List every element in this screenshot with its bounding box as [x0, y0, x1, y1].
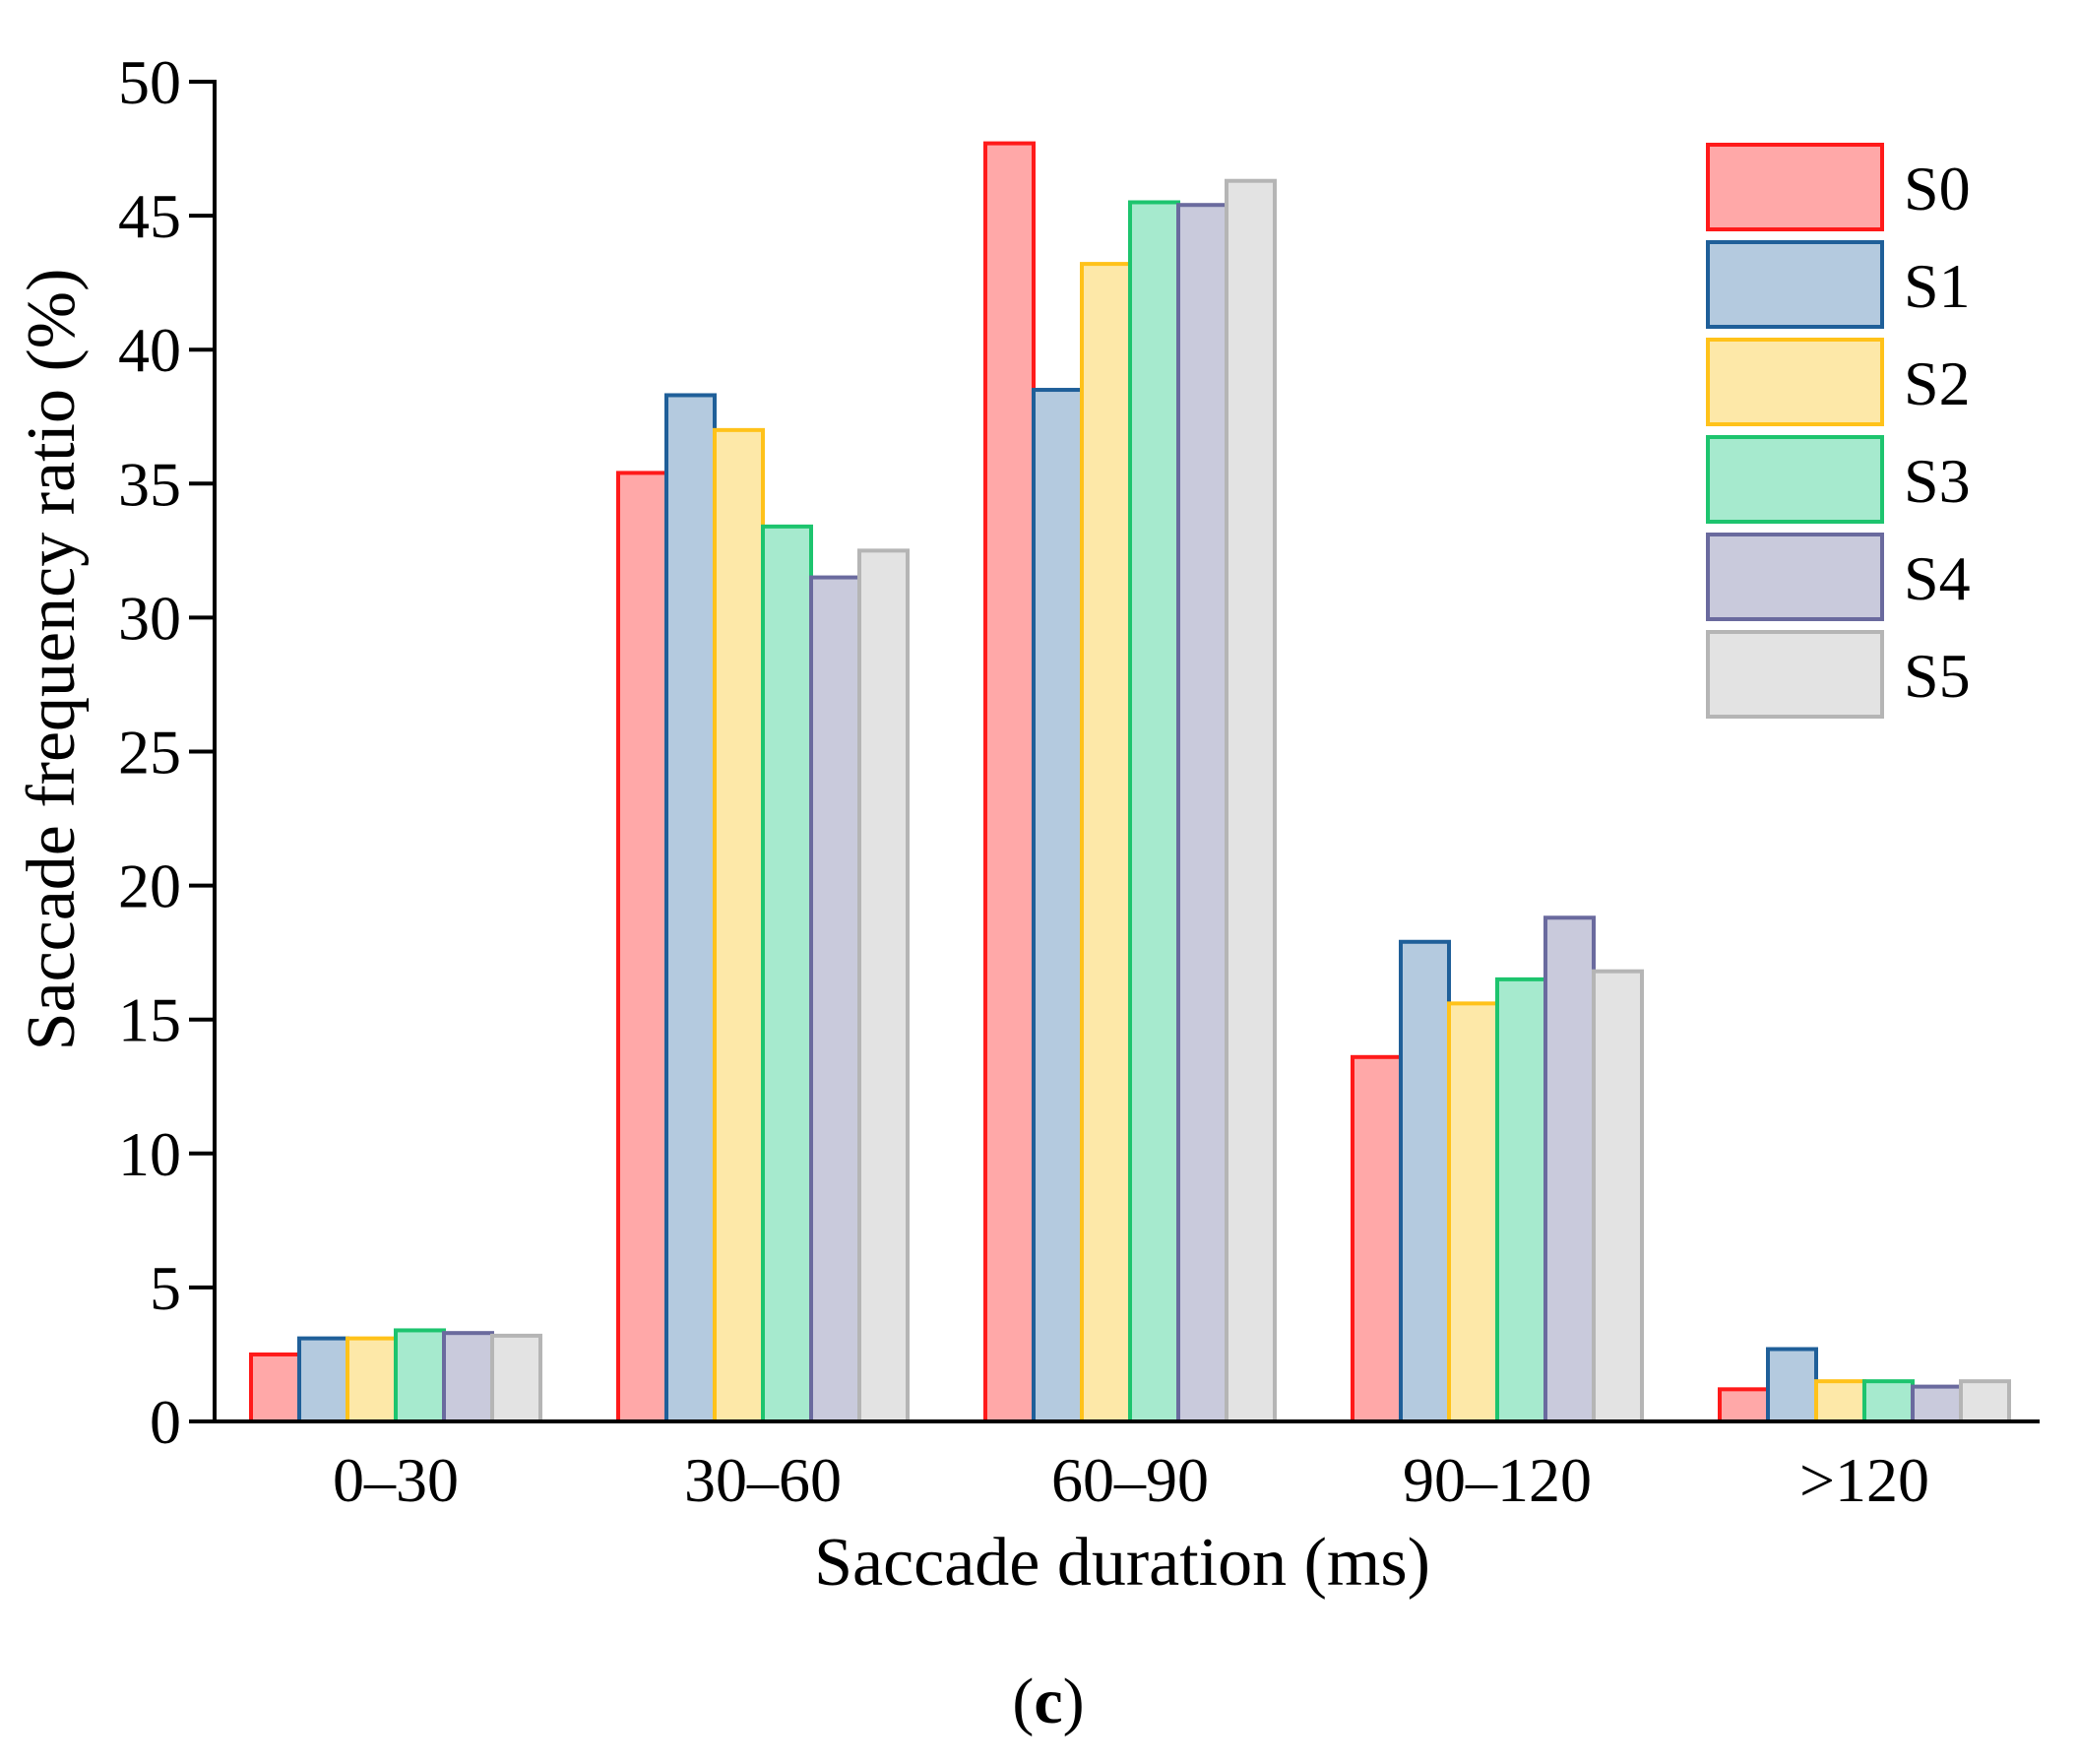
y-tick-label: 40: [118, 315, 181, 385]
legend-swatch-s4: [1706, 533, 1884, 621]
bar-s0-2: [983, 141, 1036, 1424]
bar-s3-2: [1128, 200, 1180, 1424]
bar-s4-4: [1911, 1384, 1963, 1424]
x-axis-title: Saccade duration (ms): [814, 1525, 1430, 1601]
bar-s0-4: [1718, 1387, 1770, 1424]
bar-s4-3: [1543, 915, 1596, 1423]
y-tick-label: 10: [118, 1119, 181, 1189]
x-category-label: 60–90: [1051, 1445, 1209, 1515]
y-tick-label: 0: [150, 1387, 181, 1457]
bar-s3-3: [1495, 976, 1547, 1423]
legend-swatch-s0: [1706, 143, 1884, 231]
legend: S0 S1 S2 S3 S4 S5: [1706, 143, 1971, 719]
y-tick-label: 5: [150, 1253, 181, 1323]
bar-s2-0: [346, 1336, 398, 1424]
bar-s4-0: [442, 1331, 494, 1423]
bars-layer: [249, 141, 2011, 1424]
y-axis-title: Saccade frequency ratio (%): [14, 269, 90, 1051]
legend-label-s0: S0: [1904, 154, 1971, 223]
bar-s1-1: [664, 393, 717, 1423]
legend-swatch-s2: [1706, 338, 1884, 426]
x-category-label: 0–30: [333, 1445, 459, 1515]
legend-label-s3: S3: [1904, 446, 1971, 516]
legend-swatch-s5: [1706, 630, 1884, 719]
bar-s2-2: [1080, 262, 1132, 1424]
bar-s2-1: [713, 427, 765, 1423]
legend-label-s2: S2: [1904, 348, 1971, 418]
bar-s2-3: [1447, 1001, 1499, 1423]
y-tick-label: 30: [118, 583, 181, 653]
y-tick-label: 50: [118, 47, 181, 117]
bar-s1-3: [1399, 939, 1451, 1424]
bar-s5-1: [857, 548, 910, 1423]
legend-label-s4: S4: [1904, 543, 1971, 613]
caption-close-paren: ): [1063, 1666, 1085, 1737]
figure-caption: (c): [1012, 1666, 1084, 1737]
bar-s5-0: [490, 1333, 542, 1423]
x-category-label: 30–60: [684, 1445, 842, 1515]
bar-s3-1: [761, 524, 813, 1423]
y-tick-label: 25: [118, 718, 181, 788]
y-tick-label: 20: [118, 851, 181, 921]
bar-s5-3: [1592, 969, 1644, 1423]
legend-swatch-s3: [1706, 435, 1884, 524]
bar-s5-4: [1959, 1379, 2011, 1424]
bar-s2-4: [1814, 1379, 1866, 1424]
y-tick-label: 45: [118, 181, 181, 251]
y-tick-label: 15: [118, 985, 181, 1055]
y-tick-label: 35: [118, 449, 181, 519]
x-category-label: >120: [1799, 1445, 1929, 1515]
bar-s1-4: [1766, 1347, 1818, 1423]
bar-s4-2: [1176, 203, 1228, 1423]
legend-label-s1: S1: [1904, 251, 1971, 321]
bar-s3-0: [394, 1328, 446, 1424]
bar-s0-3: [1351, 1054, 1403, 1423]
bar-s0-0: [249, 1352, 301, 1423]
bar-s1-0: [297, 1336, 349, 1424]
x-category-labels: 0–30 30–60 60–90 90–120 >120: [333, 1445, 1929, 1515]
bar-s3-4: [1862, 1379, 1915, 1424]
y-ticks: 0 5 10 15 20 25 30 35 40 45 50: [118, 47, 215, 1457]
caption-open-paren: (: [1012, 1666, 1034, 1737]
legend-swatch-s1: [1706, 240, 1884, 329]
legend-label-s5: S5: [1904, 641, 1971, 711]
caption-letter: c: [1034, 1666, 1062, 1737]
bar-s5-2: [1225, 178, 1277, 1424]
x-category-label: 90–120: [1403, 1445, 1592, 1515]
bar-s0-1: [616, 471, 668, 1423]
bar-s4-1: [809, 575, 861, 1423]
bar-s1-2: [1032, 388, 1084, 1423]
